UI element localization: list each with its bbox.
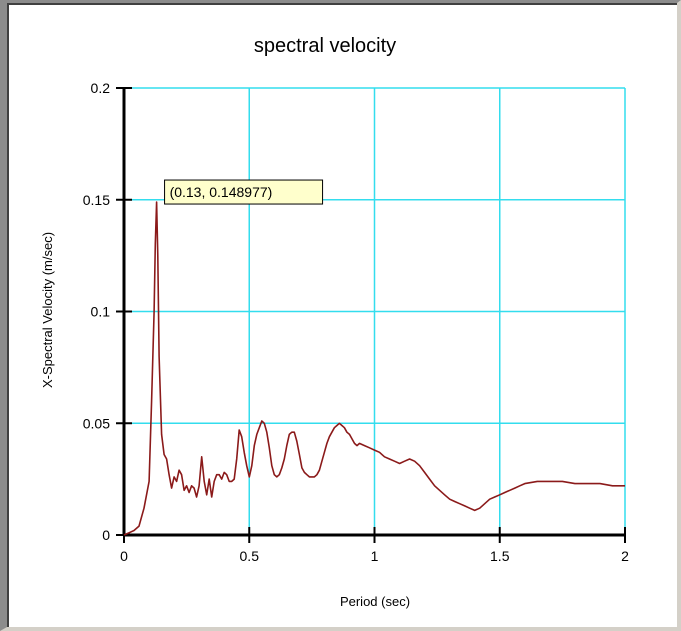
x-axis-label: Period (sec) [340, 594, 410, 609]
y-tick-label: 0.2 [91, 80, 111, 96]
y-axis-label: X-Spectral Velocity (m/sec) [40, 232, 55, 388]
series-line [123, 201, 625, 536]
x-tick-label: 1 [371, 548, 379, 564]
tooltip-box [164, 179, 324, 205]
y-tick-label: 0 [102, 527, 110, 543]
x-tick-label: 2 [621, 548, 629, 564]
x-tick-label: 0.5 [240, 548, 260, 564]
x-tick-label: 1.5 [490, 548, 510, 564]
x-axis-ticks: 0 0.5 1 1.5 2 [120, 527, 629, 564]
data-point-tooltip: (0.13, 0.148977) [164, 179, 324, 205]
y-tick-label: 0.15 [83, 192, 110, 208]
y-axis-ticks: 0 0.05 0.1 0.15 0.2 [83, 80, 132, 543]
y-tick-label: 0.1 [91, 304, 111, 320]
chart-title: spectral velocity [254, 35, 396, 57]
grid [124, 87, 626, 535]
tooltip-text: (0.13, 0.148977) [170, 184, 273, 200]
x-tick-label: 0 [120, 548, 128, 564]
frame-shadow-left [7, 3, 9, 627]
y-tick-label: 0.05 [83, 415, 110, 431]
series-group [123, 201, 625, 536]
frame-shadow-top [7, 3, 677, 5]
